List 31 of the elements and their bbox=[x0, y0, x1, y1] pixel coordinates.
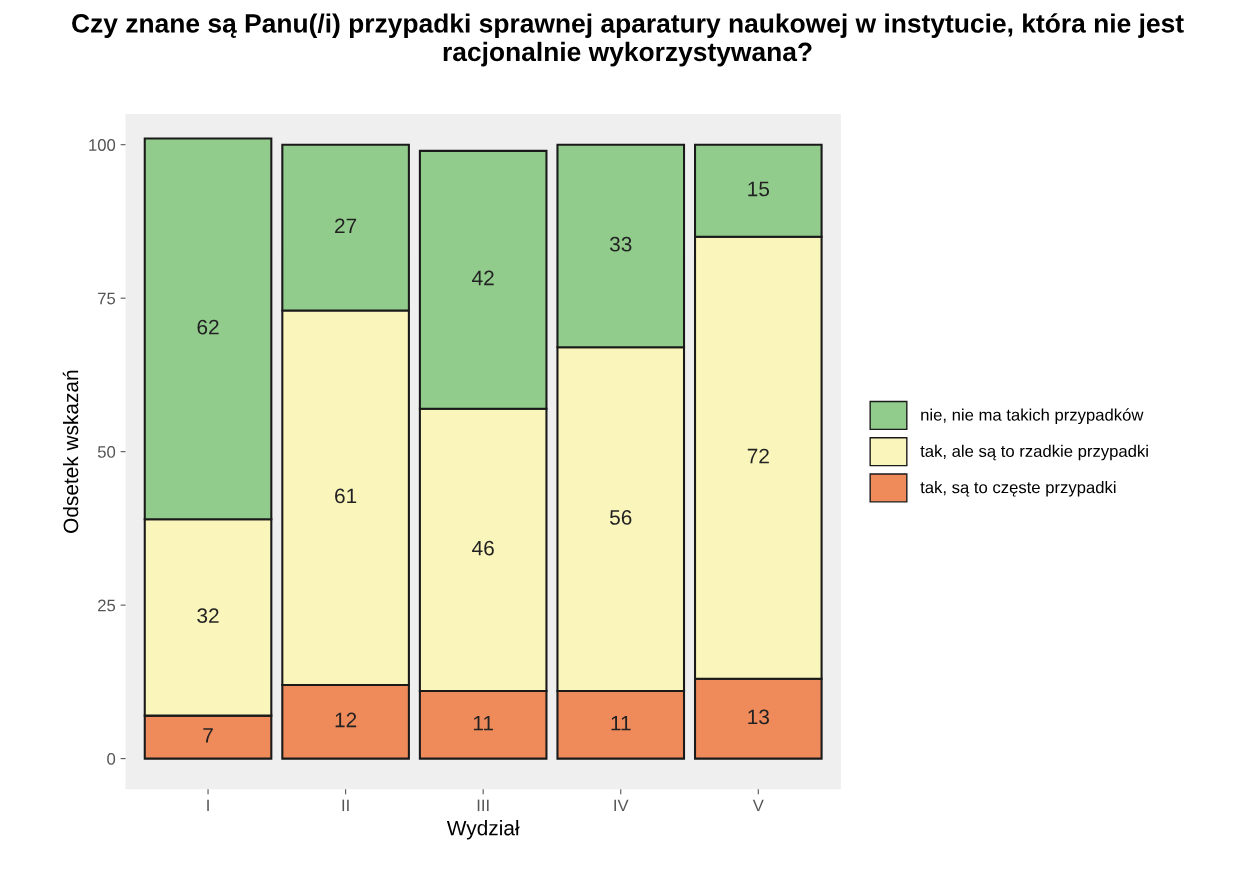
data-label: 15 bbox=[748, 181, 770, 197]
data-label: 42 bbox=[472, 270, 494, 286]
legend-label: nie, nie ma takich przypadków bbox=[921, 408, 1144, 425]
y-axis-title: Odsetek wskazań bbox=[62, 370, 79, 533]
data-label: 13 bbox=[748, 709, 769, 725]
data-label: 12 bbox=[335, 712, 357, 728]
legend-label: tak, są to częste przypadki bbox=[920, 481, 1116, 497]
x-axis-title: Wydział bbox=[446, 820, 520, 840]
y-tick-label: 100 bbox=[89, 139, 116, 151]
data-label: 7 bbox=[203, 728, 213, 743]
data-label: 32 bbox=[197, 608, 219, 623]
x-tick-label: I bbox=[207, 799, 209, 812]
y-tick-label: 25 bbox=[98, 599, 116, 612]
y-tick-label: 50 bbox=[97, 446, 116, 458]
data-label: 11 bbox=[611, 715, 631, 731]
data-label: 56 bbox=[609, 510, 632, 525]
y-tick-label: 75 bbox=[98, 292, 116, 305]
x-tick-label: IV bbox=[614, 799, 629, 812]
x-tick-label: V bbox=[752, 799, 764, 812]
data-label: 46 bbox=[472, 540, 494, 556]
data-label: 61 bbox=[335, 488, 357, 504]
data-label: 27 bbox=[335, 218, 357, 233]
data-label: 72 bbox=[747, 448, 769, 464]
data-label: 62 bbox=[197, 319, 219, 335]
data-label: 33 bbox=[609, 236, 632, 252]
legend-label: tak, ale są to rzadkie przypadki bbox=[920, 444, 1148, 461]
chart-title: Czy znane są Panu(/i) przypadki sprawnej aparatury naukowej w instytucie, która nie jest racjonalnie wykorzystywana? bbox=[72, 13, 1184, 67]
data-label: 11 bbox=[473, 715, 493, 731]
x-tick-label: III bbox=[477, 799, 489, 812]
y-tick-label: 0 bbox=[107, 753, 116, 765]
x-tick-label: II bbox=[342, 799, 349, 812]
